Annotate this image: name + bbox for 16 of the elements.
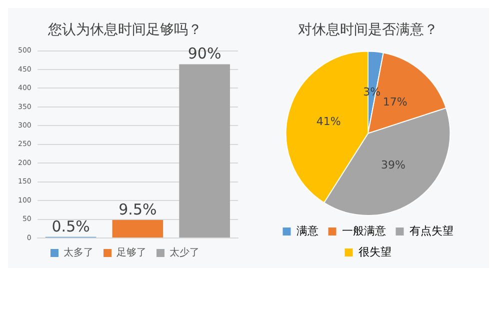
legend-label: 太少了 — [170, 246, 200, 259]
chart-title: 对休息时间是否满意？ — [298, 22, 438, 38]
annotation: 0.5% — [52, 217, 90, 236]
annotation: 9.5% — [118, 200, 157, 218]
legend-label: 很失望 — [358, 245, 392, 258]
legend-label: 一般满意 — [342, 224, 386, 238]
data-label: 41% — [316, 114, 341, 128]
legend-label: 满意 — [296, 224, 318, 238]
legend-label: 有点失望 — [409, 224, 454, 238]
data-label: 39% — [380, 158, 406, 172]
legend-label: 足够了 — [116, 246, 146, 259]
annotation: 90% — [188, 44, 222, 63]
data-label: 17% — [382, 95, 408, 108]
legend-label: 太多了 — [64, 246, 94, 259]
chart-title: 您认为休息时间足够吗？ — [47, 22, 202, 38]
data-label: 3% — [363, 85, 381, 98]
